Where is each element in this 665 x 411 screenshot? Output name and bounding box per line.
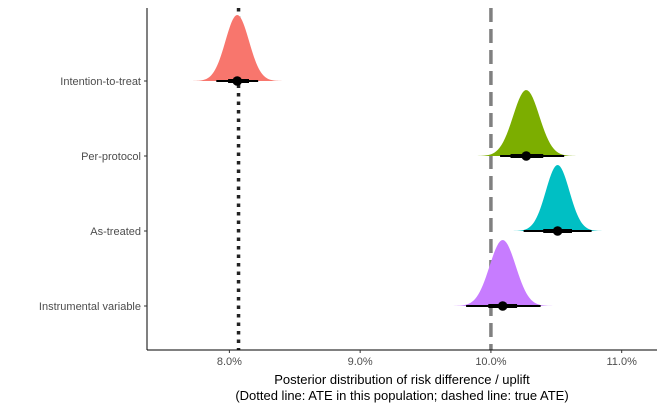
median-point-as-treated bbox=[552, 226, 563, 236]
series-instrumental-variable bbox=[442, 240, 567, 311]
density-as-treated bbox=[506, 165, 612, 231]
median-point-instrumental-variable bbox=[497, 301, 508, 311]
x-axis-subtitle: (Dotted line: ATE in this population; da… bbox=[235, 388, 568, 403]
x-axis-ticks: 8.0% 9.0% 10.0% 11.0% bbox=[217, 350, 637, 368]
median-point-intention-to-treat bbox=[232, 76, 243, 86]
series-intention-to-treat bbox=[191, 15, 286, 86]
y-tick-label-instrumental-variable: Instrumental variable bbox=[39, 301, 141, 313]
x-tick-label: 10.0% bbox=[475, 356, 506, 368]
distributions bbox=[191, 15, 612, 311]
x-axis-title: Posterior distribution of risk differenc… bbox=[274, 372, 530, 387]
y-tick-label-as-treated: As-treated bbox=[90, 226, 141, 238]
x-tick-label: 8.0% bbox=[217, 356, 242, 368]
y-tick-label-per-protocol: Per-protocol bbox=[81, 151, 141, 163]
x-tick-label: 11.0% bbox=[607, 356, 638, 368]
density-instrumental-variable bbox=[442, 240, 567, 306]
y-tick-label-intention-to-treat: Intention-to-treat bbox=[60, 76, 141, 88]
reference-lines bbox=[236, 8, 493, 350]
y-axis-ticks: Intention-to-treat Per-protocol As-treated… bbox=[39, 76, 147, 313]
density-per-protocol bbox=[458, 90, 597, 156]
median-point-per-protocol bbox=[521, 151, 532, 161]
density-intention-to-treat bbox=[191, 15, 286, 81]
series-per-protocol bbox=[458, 90, 597, 161]
series-as-treated bbox=[506, 165, 612, 236]
x-tick-label: 9.0% bbox=[348, 356, 373, 368]
